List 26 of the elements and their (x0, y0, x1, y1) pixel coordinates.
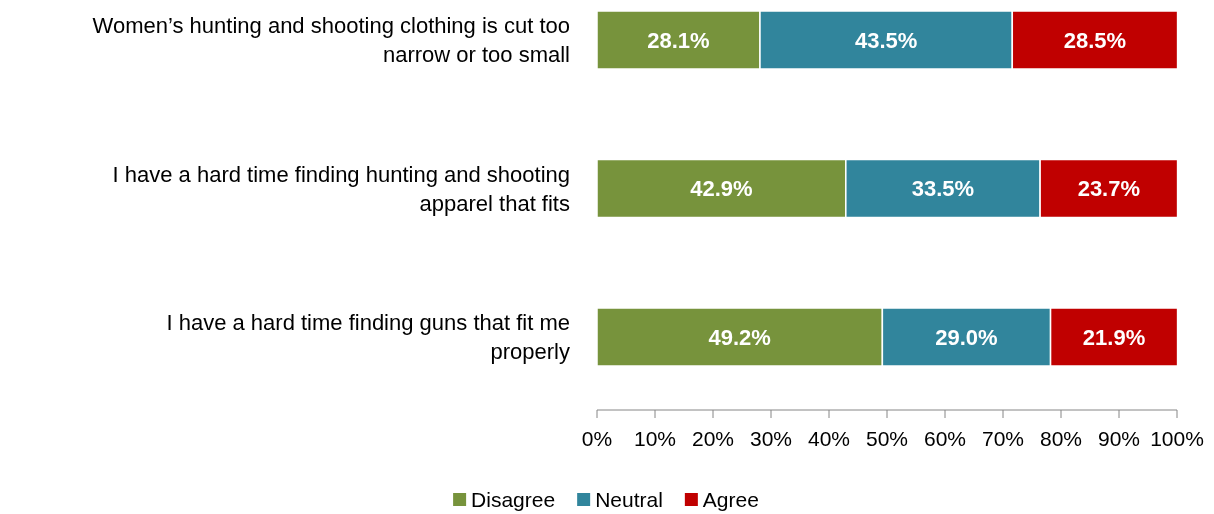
text: 28.1% (647, 27, 710, 53)
x-tick-label: 10% (633, 427, 677, 450)
x-tick-label: 0% (581, 427, 613, 450)
x-tick-label: 70% (981, 427, 1025, 450)
text: 43.5% (854, 27, 918, 53)
y-tick-label: I have a hard time finding hunting and shooting apparel that fits (112, 161, 570, 216)
text: 42.9% (690, 176, 753, 202)
x-tick-label: 100% (1150, 427, 1204, 450)
legend-label: Agree (702, 488, 759, 512)
x-tick-label: 80% (1039, 427, 1083, 450)
x-tick-label: 50% (865, 427, 909, 450)
text: 28.5% (1063, 27, 1127, 53)
x-tick-label: 60% (923, 427, 967, 450)
x-tick-label: 40% (807, 427, 851, 450)
y-tick-label: Women’s hunting and shooting clothing is cut too narrow or too small (92, 13, 570, 68)
legend-label: Neutral (595, 488, 663, 512)
y-tick-label: I have a hard time finding guns that fit me properly (166, 310, 570, 365)
text: 29.0% (935, 324, 998, 350)
text: 33.5% (911, 176, 975, 202)
x-tick-label: 20% (691, 427, 735, 450)
text: 49.2% (708, 324, 771, 350)
x-tick-label: 30% (749, 427, 793, 450)
x-tick-label: 90% (1097, 427, 1141, 450)
legend-label: Disagree (471, 488, 556, 512)
text: 21.9% (1082, 324, 1146, 350)
text: 23.7% (1077, 176, 1141, 202)
